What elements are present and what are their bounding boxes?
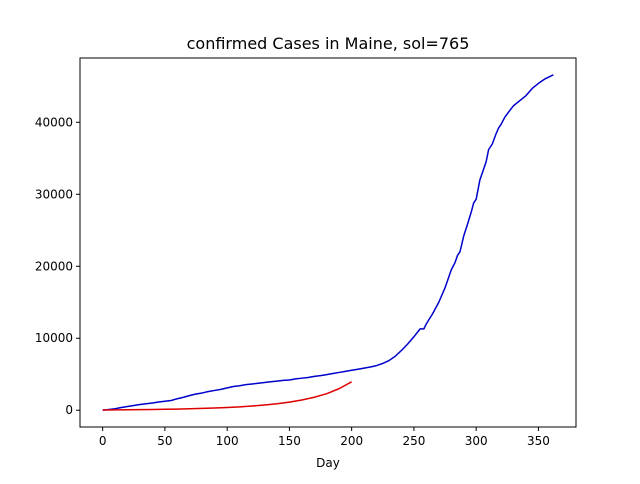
x-tick-label: 50 [157, 434, 172, 448]
x-tick-label: 250 [402, 434, 425, 448]
series-line-2 [102, 381, 353, 411]
y-tick-label: 0 [65, 403, 73, 417]
series-line-1 [102, 74, 554, 411]
y-tick-label: 10000 [35, 331, 73, 345]
y-tick-label: 20000 [35, 259, 73, 273]
plot-area [102, 74, 554, 411]
x-tick-label: 200 [340, 434, 363, 448]
x-tick-label: 350 [527, 434, 550, 448]
x-axis-label: Day [316, 456, 340, 470]
y-axis-ticks: 0 10000 20000 30000 40000 [35, 115, 80, 417]
chart-title: confirmed Cases in Maine, sol=765 [187, 34, 470, 53]
y-tick-label: 40000 [35, 115, 73, 129]
y-tick-label: 30000 [35, 187, 73, 201]
axes-frame [79, 57, 577, 428]
x-tick-label: 100 [216, 434, 239, 448]
x-axis-ticks: 0 50 100 150 200 250 300 350 [99, 427, 550, 448]
x-tick-label: 150 [278, 434, 301, 448]
x-tick-label: 300 [465, 434, 488, 448]
x-tick-label: 0 [99, 434, 107, 448]
